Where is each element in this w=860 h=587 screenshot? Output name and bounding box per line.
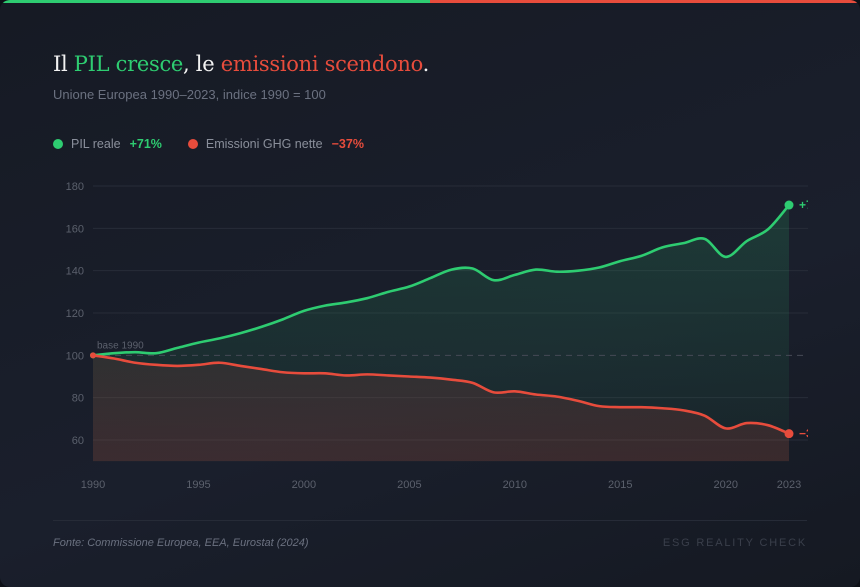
x-tick-label: 2020	[713, 479, 737, 491]
series-end-label: +71%	[799, 198, 830, 212]
x-tick-label: 2023	[777, 479, 801, 491]
legend-label: PIL reale	[71, 137, 121, 151]
y-tick-label: 100	[66, 350, 84, 362]
series-end-label: −37%	[799, 427, 830, 441]
series-line-1	[92, 354, 790, 435]
series-area-1	[93, 355, 789, 462]
legend-dot-icon	[187, 139, 198, 149]
subtitle: Unione Europea 1990–2023, indice 1990 = …	[53, 87, 326, 102]
series-group: +71% −37%	[90, 198, 830, 441]
footer-divider	[53, 520, 807, 521]
x-tick-label: 1990	[81, 479, 105, 491]
source-note: Fonte: Commissione Europea, EEA, Eurosta…	[53, 537, 309, 549]
x-tick-label: 2005	[397, 479, 421, 491]
y-tick-label: 160	[66, 223, 84, 235]
x-tick-label: 2010	[503, 479, 527, 491]
legend: PIL reale +71% Emissioni GHG nette −37%	[53, 137, 390, 151]
title-highlight-gdp: PIL cresce	[73, 52, 184, 76]
y-tick-label: 120	[66, 308, 84, 320]
y-tick-label: 80	[72, 393, 84, 405]
legend-item-gdp: PIL reale +71%	[53, 137, 162, 151]
series-start-point	[90, 352, 96, 359]
legend-dot-icon	[53, 139, 63, 149]
series-end-point	[784, 200, 794, 210]
series-line-0	[92, 204, 790, 357]
x-tick-label: 1995	[186, 479, 210, 491]
brand-label: ESG REALITY CHECK	[662, 537, 807, 549]
legend-item-emissions: Emissioni GHG nette −37%	[187, 137, 364, 151]
x-tick-label: 2000	[292, 479, 316, 491]
baseline-label: base 1990	[97, 340, 144, 351]
title-highlight-emissions: emissioni scendono	[220, 52, 423, 76]
legend-label: Emissioni GHG nette	[205, 137, 323, 151]
y-tick-label: 180	[66, 181, 84, 193]
x-tick-label: 2015	[608, 479, 632, 491]
accent-bar	[0, 0, 860, 3]
legend-value: +71%	[129, 137, 162, 151]
legend-value: −37%	[331, 137, 364, 151]
y-tick-label: 140	[66, 266, 84, 278]
series-end-point	[784, 429, 794, 439]
y-tick-label: 60	[72, 435, 84, 447]
page-title: Il PIL cresce, le emissioni scendono.	[53, 52, 429, 76]
